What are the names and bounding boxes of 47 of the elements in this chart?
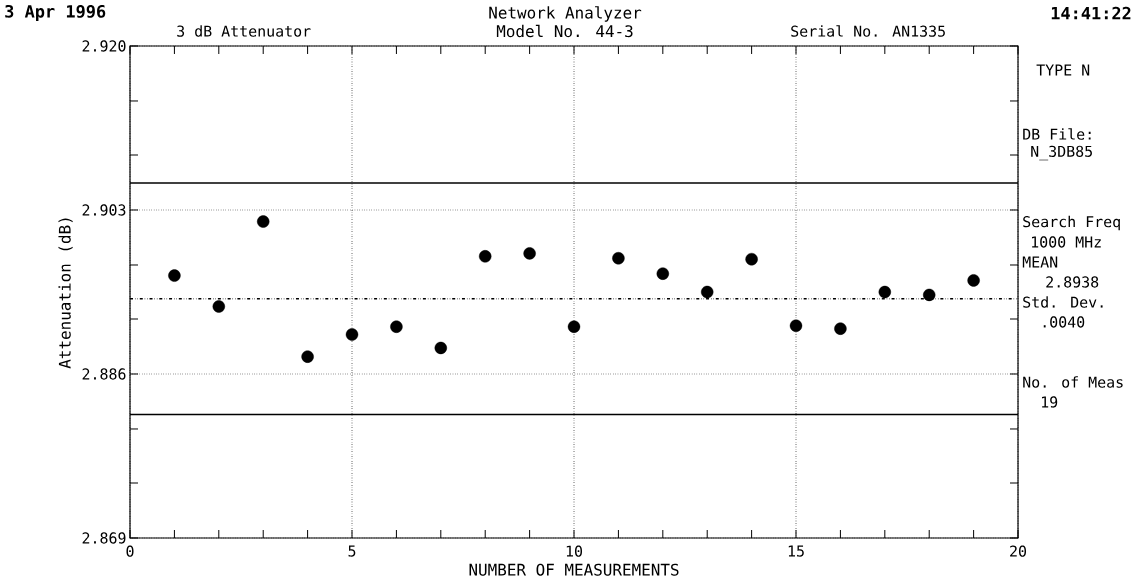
text: 1000 MHz — [1032, 236, 1101, 248]
x-tick-label: 5 — [348, 545, 356, 557]
text: N_3DB85 — [1031, 145, 1092, 161]
chart-subtitle: Model No. 44-3 — [496, 24, 633, 38]
text: Std. Dev. — [1023, 296, 1103, 308]
text: TYPE N — [1036, 64, 1090, 76]
point — [923, 288, 936, 302]
point — [878, 285, 892, 299]
point — [745, 253, 758, 266]
point — [567, 320, 581, 333]
point — [390, 320, 403, 333]
point — [212, 300, 226, 313]
text: 3 Apr 1996 — [5, 4, 106, 22]
text: Search Freq — [1023, 215, 1120, 231]
y-axis-title: Attenuation (dB) — [58, 218, 73, 369]
text: 14:41:22 — [1051, 6, 1131, 20]
x-tick-label: 0 — [126, 545, 134, 557]
text: MEAN — [1022, 256, 1058, 268]
chart-title: Network Analyzer — [489, 6, 642, 22]
point — [967, 274, 980, 287]
point — [612, 252, 625, 265]
point — [479, 250, 492, 263]
y-tick-label: 2.903 — [82, 204, 126, 216]
y-tick-label: 2.886 — [82, 368, 126, 380]
x-tick-label: 10 — [566, 545, 583, 557]
text: 2.8938 — [1046, 276, 1099, 288]
text: No. of Meas — [1023, 376, 1123, 388]
x-tick-label: 15 — [788, 545, 804, 557]
point — [434, 341, 448, 355]
text: DB File: — [1023, 128, 1091, 140]
text: 3 dB Attenuator — [177, 25, 311, 37]
point — [789, 319, 803, 332]
point — [301, 350, 314, 363]
point — [257, 215, 270, 228]
text: 19 — [1042, 396, 1058, 408]
point — [656, 267, 670, 280]
point — [834, 322, 847, 335]
y-tick-label: 2.920 — [82, 40, 126, 52]
text: Serial No. AN1335 — [791, 25, 945, 37]
point — [168, 269, 181, 282]
x-axis-title: NUMBER OF MEASUREMENTS — [469, 563, 679, 576]
y-tick-label: 2.869 — [82, 532, 126, 544]
point — [345, 328, 359, 341]
point — [701, 285, 714, 299]
text: .0040 — [1043, 316, 1085, 328]
point — [523, 247, 536, 260]
x-tick-label: 20 — [1010, 545, 1027, 557]
